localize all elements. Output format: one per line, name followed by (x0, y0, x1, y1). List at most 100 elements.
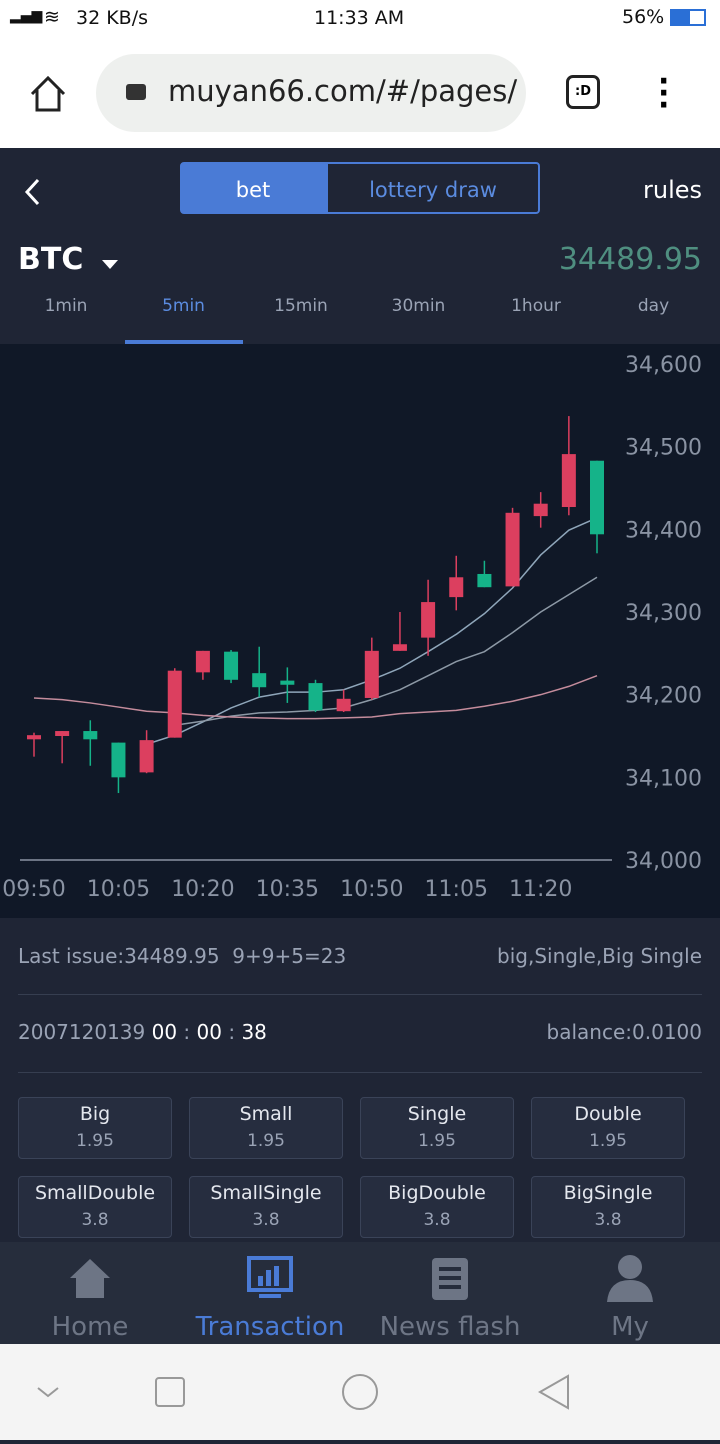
candle-body (505, 512, 520, 587)
candle-body (83, 731, 98, 740)
x-tick-label: 10:20 (171, 877, 234, 902)
candle-body (336, 698, 351, 712)
y-tick-label: 34,200 (625, 684, 702, 709)
x-tick-label: 10:05 (87, 877, 150, 902)
bet-option[interactable]: BigSingle 3.8 (531, 1176, 685, 1238)
y-tick-label: 34,300 (625, 601, 702, 626)
y-tick-label: 34,400 (625, 518, 702, 543)
bet-name: SmallSingle (210, 1182, 322, 1204)
bet-odds: 1.95 (418, 1131, 456, 1151)
candle-body (139, 740, 154, 773)
candle-body (252, 673, 267, 688)
last-issue-price: Last issue:34489.95 (18, 944, 220, 968)
news-icon (432, 1258, 468, 1300)
bet-odds: 3.8 (423, 1210, 451, 1230)
address-bar[interactable]: muyan66.com/#/pages/ (96, 54, 526, 132)
bet-name: Single (407, 1103, 467, 1125)
timeframe[interactable]: 15min (274, 296, 328, 316)
active-underline (125, 340, 243, 344)
bet-name: Big (79, 1103, 111, 1125)
timeframe[interactable]: 1hour (511, 296, 561, 316)
candle-body (55, 731, 70, 736)
last-issue: Last issue:34489.95 9+9+5=23 (18, 944, 346, 968)
divider (18, 1072, 702, 1073)
speed: 32 KB/s (76, 7, 149, 29)
nav-item[interactable]: Home (51, 1312, 129, 1342)
balance: balance:0.0100 (546, 1020, 702, 1044)
candle-body (195, 650, 210, 673)
timeframe[interactable]: day (637, 296, 670, 316)
tabs-button[interactable]: :D (566, 75, 600, 109)
y-tick-label: 34,000 (625, 849, 702, 874)
tab-bet[interactable]: bet (180, 162, 326, 214)
ma-line (146, 517, 598, 745)
bet-option[interactable]: SmallDouble 3.8 (18, 1176, 172, 1238)
bet-odds: 1.95 (589, 1131, 627, 1151)
candle-body (167, 670, 182, 738)
candle-body (308, 683, 323, 711)
transaction-icon (247, 1256, 293, 1298)
home-icon (70, 1259, 110, 1298)
candle-body (280, 680, 295, 685)
bet-option[interactable]: Double 1.95 (531, 1097, 685, 1159)
status-bar: ▂▄▆ ≋ 32 KB/s 11:33 AM 56% (0, 0, 720, 38)
candle-body (561, 454, 576, 508)
my-icon (607, 1255, 653, 1302)
nav-item[interactable]: Transaction (195, 1312, 345, 1342)
sep: : (183, 1020, 191, 1044)
issue-row: 2007120139 00 : 00 : 38 (18, 1020, 267, 1044)
y-tick-label: 34,600 (625, 353, 702, 378)
lock-icon (126, 84, 146, 100)
bet-name: Double (574, 1103, 642, 1125)
candle-body (449, 577, 464, 598)
dropdown-icon (102, 260, 118, 277)
candle-body (477, 573, 492, 588)
issue: 2007120139 (18, 1020, 146, 1044)
result: big,Single,Big Single (497, 944, 702, 968)
url: muyan66.com/#/pages/ (168, 74, 518, 108)
candle-body (111, 742, 126, 778)
bet-option[interactable]: Small 1.95 (189, 1097, 343, 1159)
candle-body (224, 651, 239, 680)
rules-link[interactable]: rules (642, 176, 702, 204)
bet-name: Small (239, 1103, 293, 1125)
bet-odds: 1.95 (247, 1131, 285, 1151)
bet-name: BigSingle (563, 1182, 653, 1204)
nav-item[interactable]: My (611, 1312, 649, 1342)
android-nav (0, 1344, 720, 1440)
x-tick-label: 10:35 (256, 877, 319, 902)
divider (18, 994, 702, 995)
timeframe[interactable]: 30min (391, 296, 446, 316)
countdown-h: 00 (151, 1020, 178, 1044)
tab-lottery[interactable]: lottery draw (326, 162, 540, 214)
ma-line (33, 674, 598, 720)
nav-item[interactable]: News flash (379, 1312, 521, 1342)
timeframe[interactable]: 5min (162, 296, 205, 316)
x-tick-label: 09:50 (2, 877, 65, 902)
price: 34489.95 (558, 242, 702, 277)
back-button[interactable] (22, 178, 44, 206)
app-header: bet lottery draw rules BTC 34489.95 1min… (0, 148, 720, 344)
candle-body (421, 602, 436, 638)
candle-body (533, 503, 548, 517)
home-button[interactable] (28, 74, 68, 114)
bet-name: SmallDouble (34, 1182, 156, 1204)
timeframe[interactable]: 1min (44, 296, 88, 316)
bottom-nav: Home Transaction News flash My (0, 1242, 720, 1344)
symbol[interactable]: BTC (18, 242, 84, 277)
countdown-m: 00 (196, 1020, 222, 1044)
x-tick-label: 11:05 (425, 877, 488, 902)
bet-odds: 3.8 (594, 1210, 622, 1230)
bet-option[interactable]: BigDouble 3.8 (360, 1176, 514, 1238)
bet-odds: 3.8 (81, 1210, 109, 1230)
y-tick-label: 34,100 (625, 766, 702, 791)
countdown-s: 38 (241, 1020, 267, 1044)
bet-option[interactable]: Single 1.95 (360, 1097, 514, 1159)
menu-button[interactable]: · · · (658, 64, 670, 123)
bet-option[interactable]: Big 1.95 (18, 1097, 172, 1159)
bet-option[interactable]: SmallSingle 3.8 (189, 1176, 343, 1238)
kline-chart: 34,000 34,100 34,200 34,300 34,400 34,500 34,6… (0, 344, 720, 918)
candle-body (364, 650, 379, 698)
candle-body (590, 460, 604, 535)
